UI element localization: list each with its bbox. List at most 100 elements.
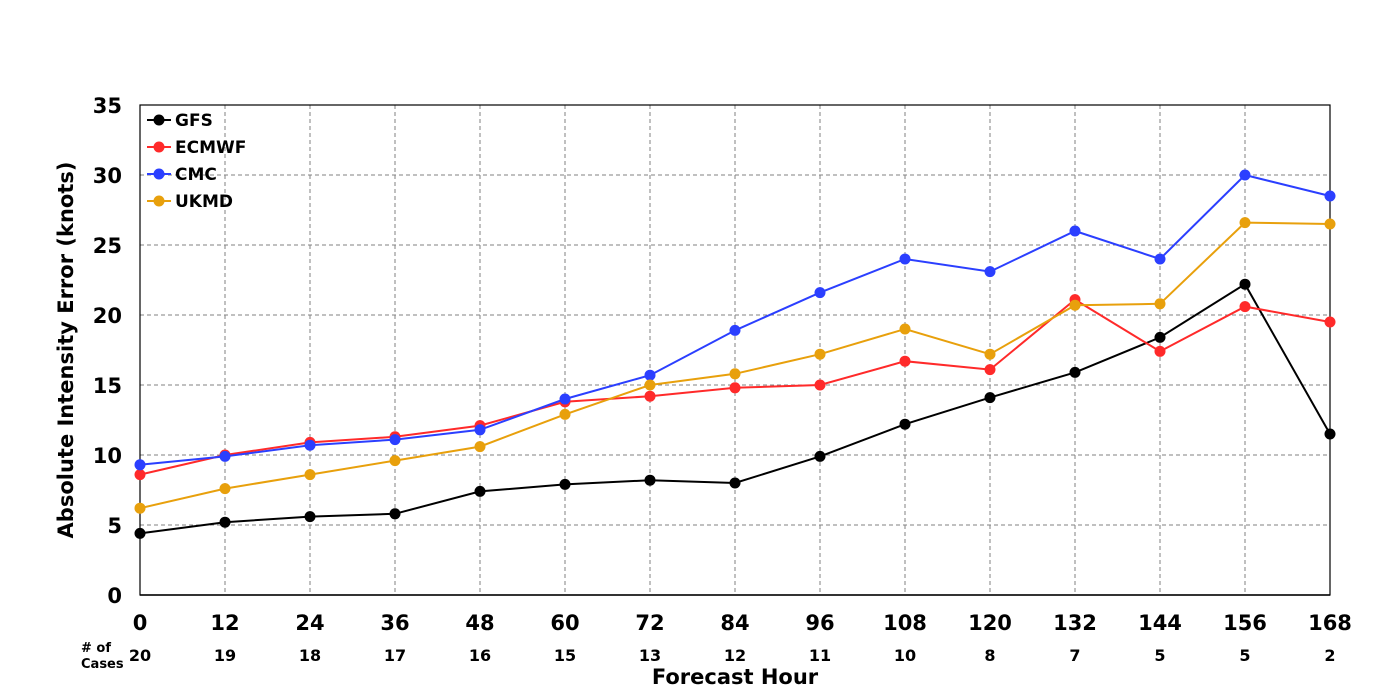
data-point-cmc (644, 369, 656, 381)
data-point-gfs (1324, 428, 1336, 440)
data-point-ecmwf (1239, 301, 1251, 313)
cases-label-line-2: Cases (81, 657, 124, 672)
cases-value: 18 (299, 646, 321, 665)
cases-value: 2 (1324, 646, 1335, 665)
data-point-ukmd (1239, 217, 1251, 229)
cases-value: 8 (984, 646, 995, 665)
y-tick-label: 35 (93, 94, 122, 118)
data-point-ukmd (1324, 218, 1336, 230)
y-tick-label: 0 (107, 584, 122, 608)
legend-item-cmc: CMC (147, 165, 217, 185)
y-tick-label: 30 (93, 164, 122, 188)
data-point-gfs (559, 478, 571, 490)
data-point-cmc (729, 324, 741, 336)
x-tick-label: 48 (465, 611, 494, 635)
y-axis-title: Absolute Intensity Error (knots) (54, 162, 78, 539)
data-point-ukmd (219, 483, 231, 495)
data-point-gfs (474, 485, 486, 497)
data-point-cmc (134, 459, 146, 471)
data-point-gfs (899, 418, 911, 430)
x-tick-label: 60 (550, 611, 579, 635)
cases-value: 10 (894, 646, 916, 665)
data-point-cmc (1324, 190, 1336, 202)
data-point-ukmd (1069, 299, 1081, 311)
cases-value: 5 (1239, 646, 1250, 665)
cases-value: 5 (1154, 646, 1165, 665)
data-point-cmc (304, 439, 316, 451)
legend-label: CMC (175, 165, 217, 185)
data-point-ukmd (899, 323, 911, 335)
cases-value: 13 (639, 646, 661, 665)
legend-item-ukmd: UKMD (147, 192, 233, 212)
data-point-cmc (474, 424, 486, 436)
legend-item-ecmwf: ECMWF (147, 138, 246, 158)
data-point-cmc (1069, 225, 1081, 237)
series-ukmd (134, 217, 1336, 514)
x-tick-label: 144 (1138, 611, 1182, 635)
data-point-ecmwf (984, 364, 996, 376)
data-point-gfs (1069, 366, 1081, 378)
series-gfs (134, 278, 1336, 539)
data-point-cmc (984, 266, 996, 278)
data-point-ecmwf (814, 379, 826, 391)
data-point-ukmd (1154, 298, 1166, 310)
y-tick-label: 10 (93, 444, 122, 468)
data-point-ecmwf (1324, 316, 1336, 328)
x-tick-label: 72 (635, 611, 664, 635)
data-point-ecmwf (644, 390, 656, 402)
legend-label: ECMWF (175, 138, 246, 158)
legend-marker (153, 114, 165, 126)
data-point-gfs (1154, 331, 1166, 343)
legend-marker (153, 141, 165, 153)
cases-value: 7 (1069, 646, 1080, 665)
data-point-ukmd (474, 441, 486, 453)
series-layer (134, 169, 1336, 539)
x-tick-label: 168 (1308, 611, 1352, 635)
data-point-ukmd (304, 469, 316, 481)
x-axis-title: Forecast Hour (652, 665, 819, 689)
data-point-gfs (984, 392, 996, 404)
data-point-ukmd (134, 502, 146, 514)
data-point-ukmd (984, 348, 996, 360)
data-point-cmc (219, 450, 231, 462)
data-point-cmc (814, 287, 826, 299)
y-tick-labels: 0 5 10 15 20 25 30 35 (93, 94, 122, 608)
x-tick-label: 84 (720, 611, 749, 635)
y-tick-label: 5 (107, 514, 122, 538)
x-tick-label: 132 (1053, 611, 1097, 635)
y-tick-label: 20 (93, 304, 122, 328)
x-tick-label: 156 (1223, 611, 1267, 635)
cases-value: 19 (214, 646, 236, 665)
cases-label-line-1: # of (81, 641, 111, 656)
data-point-ecmwf (729, 382, 741, 394)
data-point-cmc (389, 434, 401, 446)
cases-row: # of Cases 20 19 18 17 16 15 13 12 11 10 8 7 5 5 2 (81, 641, 1336, 672)
legend-marker (153, 195, 165, 207)
data-point-cmc (1239, 169, 1251, 181)
data-point-cmc (559, 393, 571, 405)
cases-value: 15 (554, 646, 576, 665)
data-point-ecmwf (1154, 345, 1166, 357)
grid (140, 105, 1330, 595)
x-tick-label: 24 (295, 611, 324, 635)
y-tick-label: 25 (93, 234, 122, 258)
legend-label: UKMD (175, 192, 233, 212)
data-point-gfs (304, 511, 316, 523)
data-point-ecmwf (899, 355, 911, 367)
data-point-gfs (644, 474, 656, 486)
data-point-gfs (814, 450, 826, 462)
cases-value: 11 (809, 646, 831, 665)
x-tick-labels: 0 12 24 36 48 60 72 84 96 108 120 132 144 156 168 (133, 611, 1352, 635)
legend: GFS ECMWF CMC UKMD (147, 111, 246, 212)
x-tick-label: 96 (805, 611, 834, 635)
x-tick-label: 12 (210, 611, 239, 635)
data-point-ukmd (729, 368, 741, 380)
x-tick-label: 36 (380, 611, 409, 635)
data-point-gfs (389, 508, 401, 520)
cases-value: 20 (129, 646, 151, 665)
x-tick-label: 108 (883, 611, 927, 635)
cases-value: 16 (469, 646, 491, 665)
x-tick-label: 0 (133, 611, 148, 635)
